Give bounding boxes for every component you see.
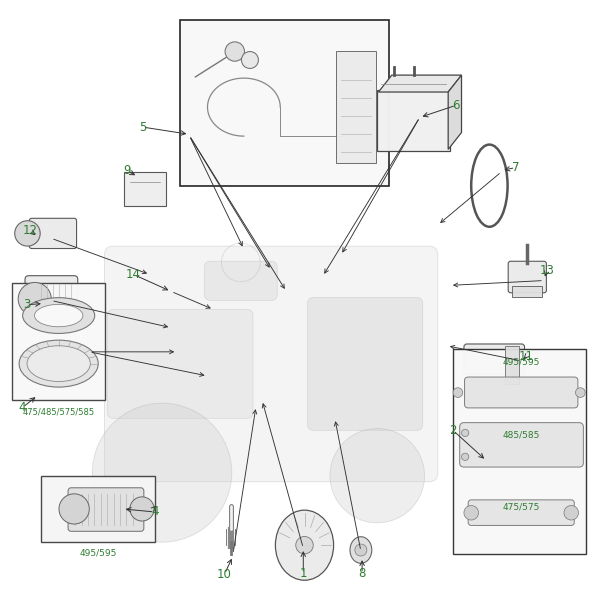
- FancyBboxPatch shape: [453, 349, 586, 554]
- Circle shape: [15, 221, 40, 246]
- Text: 475/485/575/585: 475/485/575/585: [23, 407, 95, 416]
- Circle shape: [576, 388, 585, 398]
- Circle shape: [18, 282, 51, 316]
- Text: 495/595: 495/595: [80, 548, 117, 557]
- FancyBboxPatch shape: [465, 377, 578, 408]
- Text: 4: 4: [19, 401, 26, 414]
- FancyBboxPatch shape: [468, 500, 574, 526]
- Text: 11: 11: [518, 350, 533, 363]
- Text: 12: 12: [23, 225, 38, 237]
- Circle shape: [93, 403, 232, 542]
- Text: 8: 8: [359, 567, 366, 580]
- Text: 3: 3: [23, 298, 30, 311]
- Text: 495/595: 495/595: [502, 358, 540, 367]
- FancyBboxPatch shape: [376, 90, 450, 151]
- Text: 5: 5: [139, 121, 146, 134]
- Circle shape: [130, 497, 154, 521]
- Circle shape: [355, 544, 367, 556]
- FancyBboxPatch shape: [464, 344, 524, 374]
- FancyBboxPatch shape: [308, 297, 423, 430]
- Circle shape: [564, 506, 579, 520]
- Text: 13: 13: [540, 264, 554, 277]
- FancyBboxPatch shape: [124, 172, 166, 206]
- Text: 475/575: 475/575: [502, 503, 540, 512]
- FancyBboxPatch shape: [205, 261, 277, 300]
- FancyBboxPatch shape: [460, 422, 583, 467]
- FancyBboxPatch shape: [25, 276, 78, 322]
- Text: 1: 1: [300, 567, 307, 580]
- Text: 2: 2: [449, 424, 457, 437]
- Circle shape: [296, 537, 313, 554]
- Circle shape: [464, 506, 479, 520]
- FancyBboxPatch shape: [336, 51, 376, 163]
- Ellipse shape: [275, 510, 334, 580]
- FancyBboxPatch shape: [29, 219, 77, 248]
- Polygon shape: [378, 75, 462, 92]
- FancyBboxPatch shape: [41, 476, 155, 541]
- Ellipse shape: [35, 304, 83, 327]
- FancyBboxPatch shape: [68, 488, 144, 531]
- Circle shape: [462, 453, 469, 461]
- Text: 14: 14: [126, 268, 141, 281]
- Text: 10: 10: [217, 568, 232, 581]
- Circle shape: [453, 388, 463, 398]
- Text: 7: 7: [512, 161, 519, 174]
- Circle shape: [330, 429, 424, 523]
- Circle shape: [241, 52, 258, 69]
- Circle shape: [59, 494, 90, 524]
- Ellipse shape: [19, 340, 98, 387]
- Polygon shape: [448, 75, 462, 149]
- FancyBboxPatch shape: [508, 261, 546, 293]
- FancyBboxPatch shape: [12, 283, 105, 399]
- Text: 485/585: 485/585: [502, 430, 540, 439]
- Circle shape: [462, 429, 469, 436]
- FancyBboxPatch shape: [180, 19, 389, 186]
- FancyBboxPatch shape: [107, 310, 253, 418]
- FancyBboxPatch shape: [512, 286, 542, 297]
- Text: 4: 4: [151, 506, 158, 518]
- FancyBboxPatch shape: [505, 346, 519, 384]
- Ellipse shape: [350, 537, 371, 563]
- Circle shape: [225, 42, 244, 61]
- Ellipse shape: [27, 346, 90, 382]
- Text: 9: 9: [123, 164, 130, 177]
- FancyBboxPatch shape: [105, 246, 438, 482]
- Text: 6: 6: [452, 99, 460, 112]
- Ellipse shape: [23, 297, 95, 333]
